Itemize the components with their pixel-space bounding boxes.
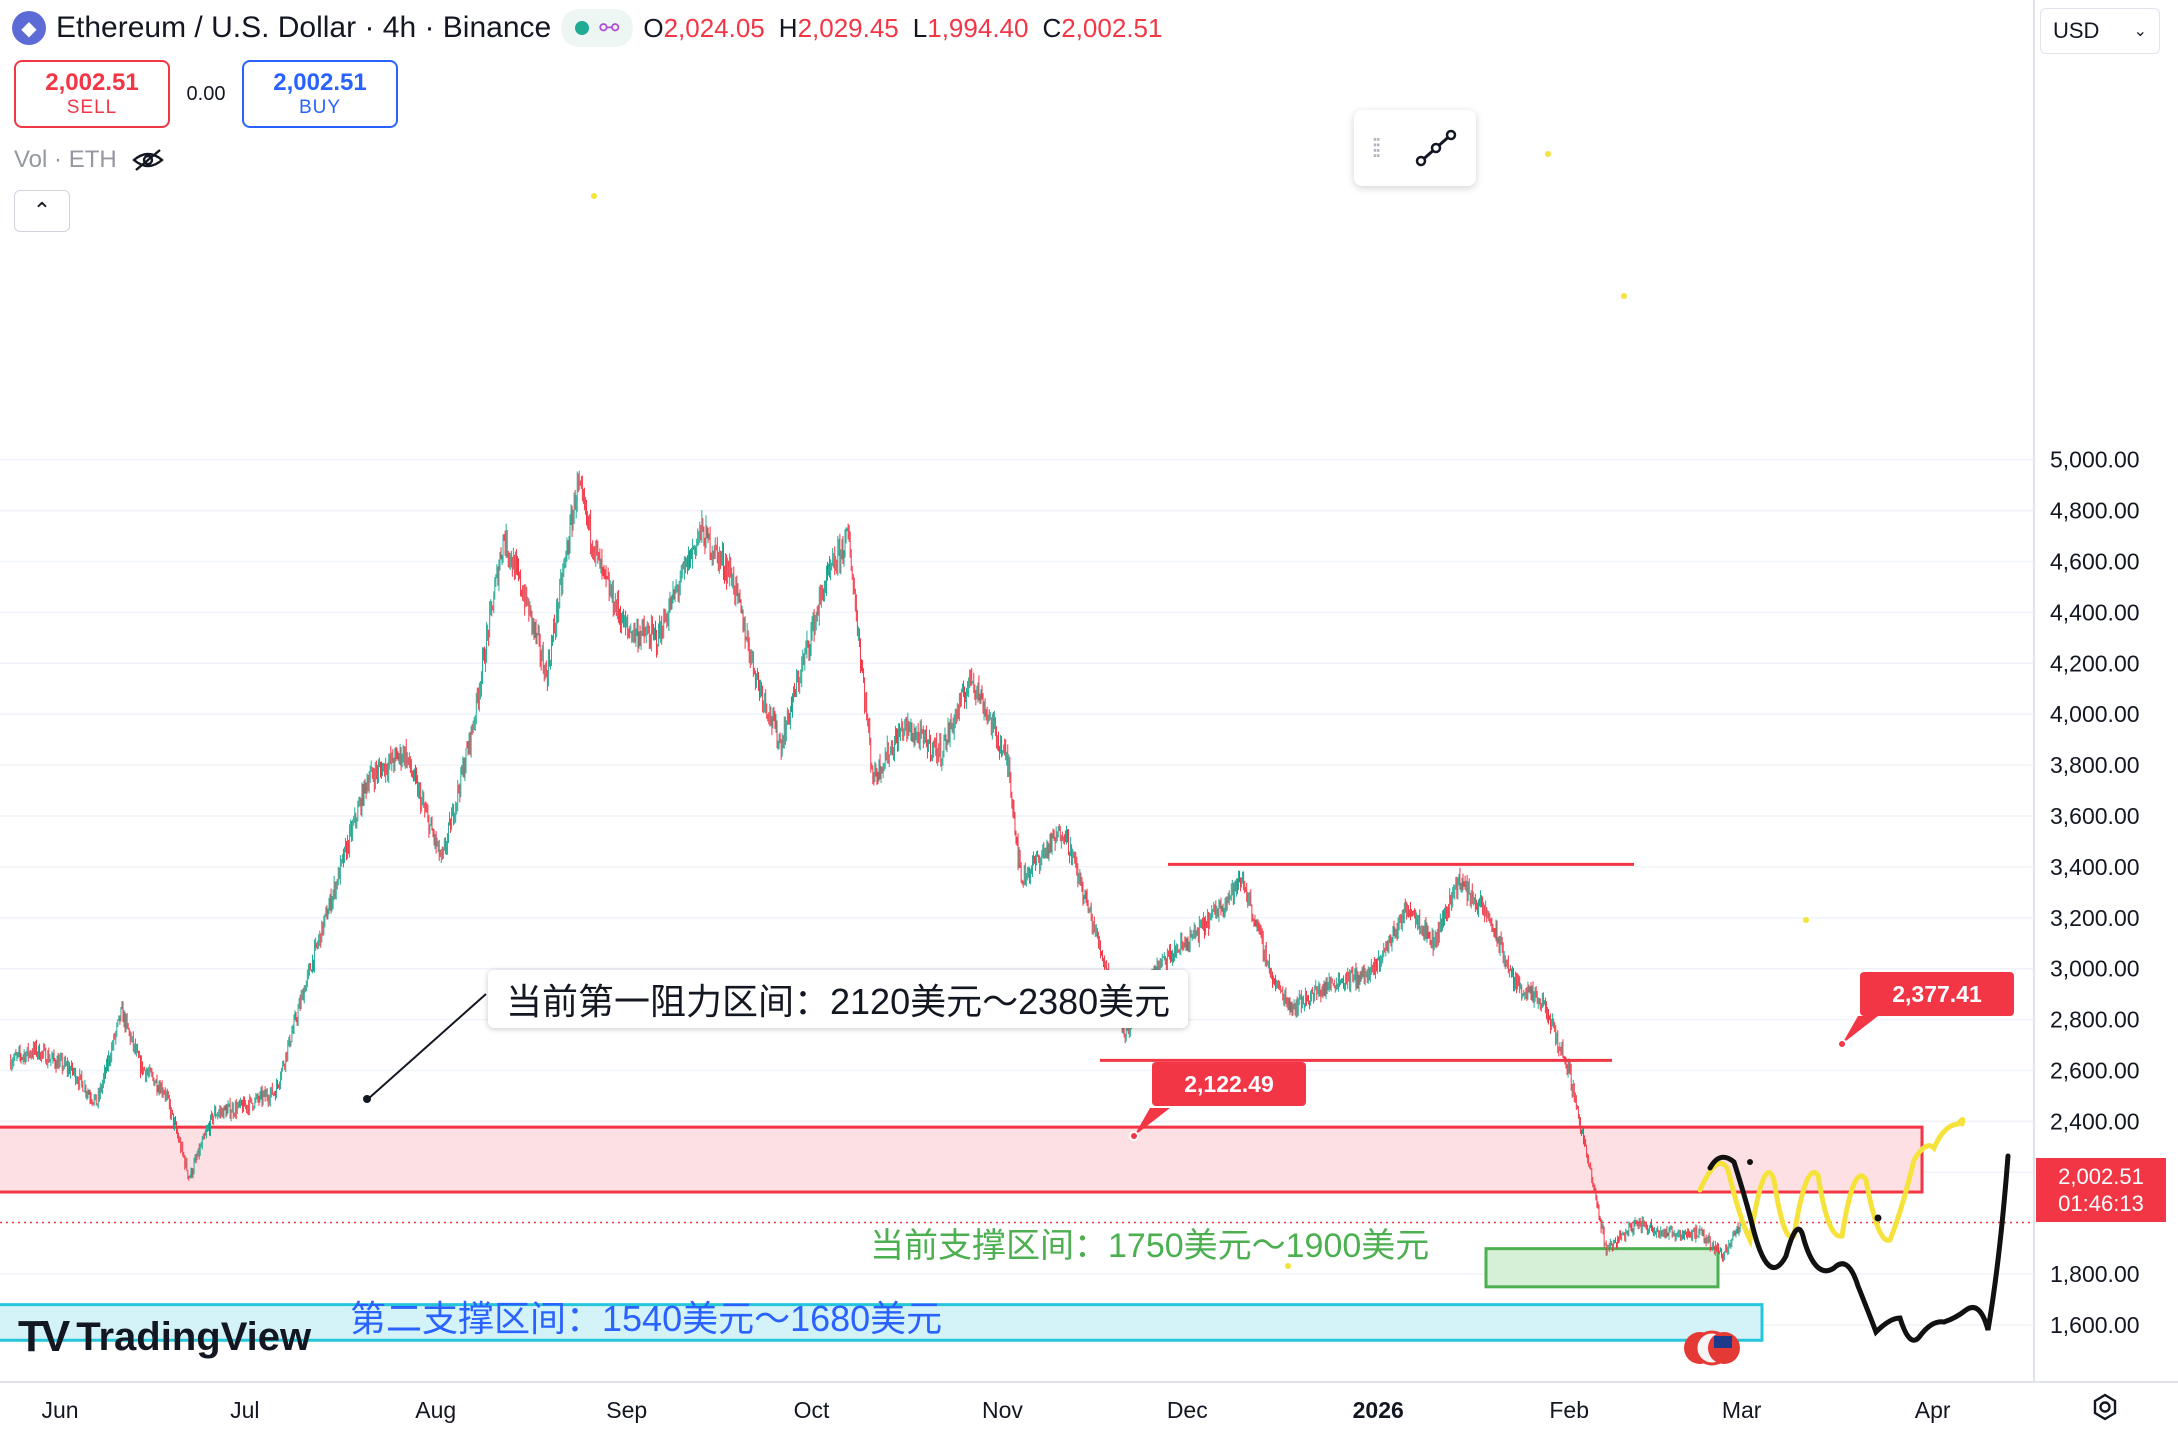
resistance-note[interactable]: 当前第一阻力区间：2120美元～2380美元 [488, 970, 1189, 1028]
y-tick-label: 2,600.00 [2050, 1058, 2140, 1084]
x-tick-label: Sep [606, 1397, 647, 1423]
y-tick-label: 3,000.00 [2050, 956, 2140, 982]
y-tick-label: 3,200.00 [2050, 905, 2140, 931]
high-key: H [778, 12, 798, 43]
last-price-tag: 2,002.51 01:46:13 [2036, 1158, 2166, 1222]
economic-events-icon[interactable] [1680, 1330, 1744, 1366]
x-tick-label: Aug [415, 1397, 456, 1423]
y-tick-label: 5,000.00 [2050, 447, 2140, 473]
y-tick-label: 2,400.00 [2050, 1108, 2140, 1134]
symbol-title[interactable]: Ethereum / U.S. Dollar · 4h · Binance [56, 11, 552, 44]
collapse-legend-button[interactable]: ⌃ [14, 190, 70, 232]
sell-price: 2,002.51 [45, 69, 139, 96]
ethereum-icon[interactable]: ◆ [12, 11, 46, 45]
sell-button[interactable]: 2,002.51 SELL [14, 60, 170, 128]
tradingview-logo-icon: TV [18, 1312, 70, 1361]
x-tick-label: 2026 [1353, 1397, 1404, 1423]
close-key: C [1042, 12, 1062, 43]
eye-hidden-icon[interactable] [131, 148, 165, 172]
projection-path-black[interactable] [1707, 1153, 2011, 1343]
y-tick-label: 1,600.00 [2050, 1312, 2140, 1338]
sell-label: SELL [66, 97, 118, 118]
x-tick-label: Oct [794, 1397, 830, 1423]
tag-pointer-high [1842, 1016, 1878, 1044]
tradingview-logo-text: TradingView [76, 1314, 312, 1359]
buy-label: BUY [298, 97, 342, 118]
drag-handle-icon[interactable]: ⁞⁞ [1371, 132, 1382, 163]
bar-countdown: 01:46:13 [2058, 1191, 2144, 1216]
share-icon[interactable]: ⚯ [599, 14, 620, 42]
x-tick-label: Jul [230, 1397, 259, 1423]
tag-pointer-low [1134, 1108, 1170, 1136]
settings-gear-icon[interactable] [2090, 1392, 2120, 1422]
x-tick-label: Jun [41, 1397, 78, 1423]
second-support-note[interactable]: 第二支撑区间：1540美元～1680美元 [350, 1298, 943, 1339]
x-tick-label: Feb [1549, 1397, 1589, 1423]
stray-mark [1285, 1263, 1291, 1269]
symbol-header: ◆ Ethereum / U.S. Dollar · 4h · Binance … [12, 8, 1162, 48]
note-connector [367, 993, 487, 1100]
currency-select[interactable]: USD ⌄ [2040, 8, 2160, 54]
ohlc-values: O2,024.05 H2,029.45 L1,994.40 C2,002.51 [643, 13, 1162, 44]
price-label-low[interactable]: 2,122.49 [1152, 1062, 1306, 1106]
y-tick-label: 2,800.00 [2050, 1007, 2140, 1033]
price-label-high[interactable]: 2,377.41 [1860, 972, 2014, 1016]
stray-mark [1803, 917, 1809, 923]
open-key: O [643, 12, 664, 43]
support-note[interactable]: 当前支撑区间：1750美元～1900美元 [870, 1227, 1430, 1265]
open-value: 2,024.05 [663, 12, 765, 43]
x-tick-label: Nov [982, 1397, 1023, 1423]
projection-dot [1874, 1214, 1882, 1222]
second-support-zone[interactable] [0, 1303, 1764, 1342]
chevron-down-icon: ⌄ [2133, 23, 2147, 40]
spread-value: 0.00 [186, 82, 226, 105]
low-value: 1,994.40 [927, 12, 1029, 43]
currency-value: USD [2053, 18, 2100, 43]
note-anchor [363, 1095, 371, 1103]
resistance-zone[interactable] [0, 1125, 1924, 1194]
x-tick-label: Mar [1722, 1397, 1762, 1423]
y-tick-label: 4,600.00 [2050, 549, 2140, 575]
buy-price: 2,002.51 [273, 69, 367, 96]
x-tick-label: Dec [1167, 1397, 1208, 1423]
chevron-up-icon: ⌃ [32, 198, 52, 223]
close-value: 2,002.51 [1061, 12, 1163, 43]
volume-label: Vol · ETH [14, 146, 117, 173]
support-zone[interactable] [1484, 1247, 1720, 1289]
y-tick-label: 3,800.00 [2050, 752, 2140, 778]
projection-dot [1747, 1159, 1753, 1165]
x-tick-label: Apr [1915, 1397, 1951, 1423]
y-tick-label: 1,800.00 [2050, 1261, 2140, 1287]
trend-line-icon[interactable] [1413, 125, 1459, 171]
buy-button[interactable]: 2,002.51 BUY [242, 60, 398, 128]
y-tick-label: 4,000.00 [2050, 701, 2140, 727]
stray-mark [1545, 151, 1551, 157]
stray-mark [591, 193, 597, 199]
y-tick-label: 4,800.00 [2050, 498, 2140, 524]
low-key: L [912, 12, 928, 43]
tag-anchor-low [1129, 1131, 1139, 1141]
high-value: 2,029.45 [797, 12, 899, 43]
drawing-toolbar[interactable]: ⁞⁞ [1354, 110, 1476, 186]
y-tick-label: 3,600.00 [2050, 803, 2140, 829]
y-tick-label: 3,400.00 [2050, 854, 2140, 880]
projection-path-yellow[interactable] [1697, 1117, 1966, 1249]
trade-buttons: 2,002.51 SELL 0.00 2,002.51 BUY [14, 60, 398, 128]
market-open-icon [575, 21, 590, 35]
last-price: 2,002.51 [2058, 1164, 2144, 1189]
y-tick-label: 4,200.00 [2050, 650, 2140, 676]
stray-mark [1621, 293, 1627, 299]
volume-indicator[interactable]: Vol · ETH [14, 146, 165, 174]
market-status-pill[interactable]: ⚯ [561, 9, 634, 47]
tag-anchor-high [1837, 1039, 1847, 1049]
y-tick-label: 4,400.00 [2050, 599, 2140, 625]
tradingview-logo[interactable]: TV TradingView [18, 1312, 311, 1362]
